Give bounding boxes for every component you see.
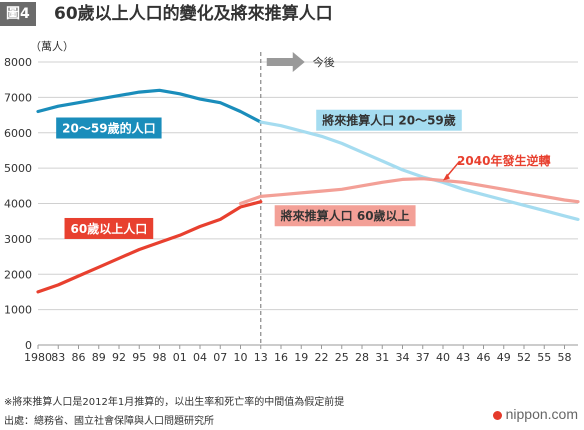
annotation-arrowhead-icon [443,173,450,181]
x-tick-label: 25 [335,351,349,364]
x-tick-label: 01 [173,351,187,364]
figure-label: 圖4 [0,2,36,26]
x-tick-label: 58 [558,351,572,364]
label-projected-20-59-text: 將來推算人口 20〜59歲 [322,113,456,128]
label-actual-60plus-bg [64,217,154,239]
x-tick-label: 37 [416,351,430,364]
label-projected-20-59: 將來推算人口 20〜59歲 [316,109,462,131]
series-line-projected_60plus [238,177,580,206]
x-tick-label: 46 [477,351,491,364]
x-tick-label: 19 [294,351,308,364]
label-actual-20-59-bg [56,117,162,139]
series-line-actual_20_59 [36,88,263,124]
x-tick-label: 49 [497,351,511,364]
brand-logo: nippon.com [492,406,578,422]
x-tick-label: 86 [72,351,86,364]
forecast-label: 今後 [313,55,335,69]
x-tick-label: 31 [375,351,389,364]
label-actual-60plus-text: 60歲以上人口 [71,221,148,236]
x-tick-label: 52 [517,351,531,364]
footnote: ※將來推算人口是2012年1月推算的，以出生率和死亡率的中間值為假定前提 [4,397,345,408]
y-tick-label: 6000 [4,127,32,140]
label-actual-60plus: 60歲以上人口 [64,217,154,239]
label-actual-20-59: 20〜59歲的人口 [56,117,162,139]
y-tick-label: 8000 [4,56,32,69]
x-tick-label: 22 [315,351,329,364]
x-tick-label: 92 [112,351,126,364]
x-tick-label: 04 [193,351,207,364]
y-tick-label: 0 [25,339,32,352]
y-tick-label: 2000 [4,268,32,281]
y-tick-label: 1000 [4,304,32,317]
label-projected-60plus-text: 將來推算人口 60歲以上 [281,208,410,223]
label-actual-20-59-text: 20〜59歲的人口 [62,121,155,136]
header: 圖4 60歲以上人口的變化及將來推算人口 [0,0,584,30]
chart-title: 60歲以上人口的變化及將來推算人口 [54,4,333,24]
y-tick-label: 5000 [4,162,32,175]
source-note: 出處：總務省、國立社會保障與人口問題研究所 [4,416,214,427]
x-tick-label: 89 [92,351,106,364]
x-tick-label: 28 [355,351,369,364]
label-projected-60plus: 將來推算人口 60歲以上 [274,205,416,227]
y-axis-label: （萬人） [30,40,74,53]
x-tick-label: 13 [254,351,268,364]
brand-dot-icon [492,410,502,420]
series-line-projected_20_59 [259,120,580,221]
brand-name: nippon.com [505,406,578,422]
x-tick-label: 95 [132,351,146,364]
y-tick-label: 3000 [4,233,32,246]
annotation-text: 2040年發生逆轉 [457,153,550,168]
label-projected-60plus-bg [274,205,416,227]
series-line-actual_60plus [36,200,263,294]
x-tick-label: 10 [234,351,248,364]
x-tick-label: 98 [153,351,167,364]
y-tick-label: 4000 [4,198,32,211]
x-tick-label: 83 [51,351,65,364]
x-tick-label: 40 [436,351,450,364]
x-tick-label: 34 [396,351,410,364]
x-tick-label: 43 [456,351,470,364]
line-chart: （萬人）010002000300040005000600070008000198… [4,40,580,364]
y-tick-label: 7000 [4,91,32,104]
forecast-arrow-icon [266,52,305,72]
x-tick-label: 55 [537,351,551,364]
x-tick-label: 1980 [24,351,52,364]
annotation-leader [445,160,461,178]
label-projected-20-59-bg [316,109,462,131]
x-tick-label: 07 [213,351,227,364]
x-tick-label: 16 [274,351,288,364]
